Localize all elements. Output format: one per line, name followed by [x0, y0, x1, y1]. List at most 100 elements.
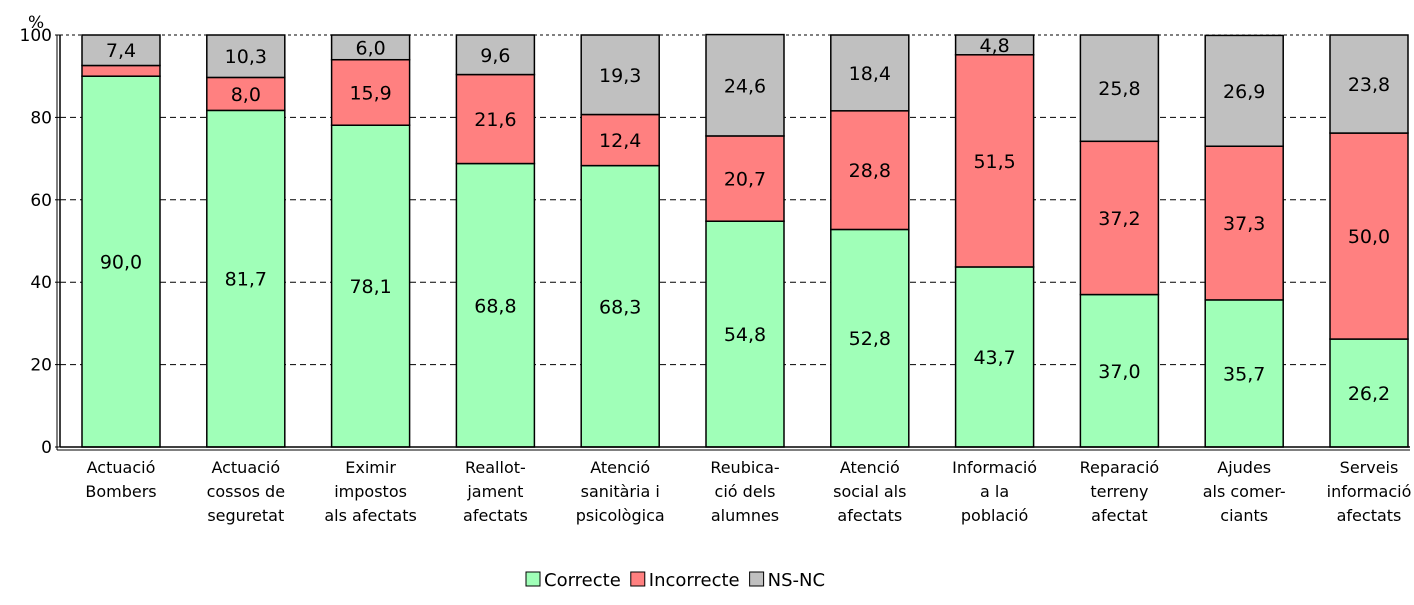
bar-segment-incorrecte [1329, 132, 1409, 340]
x-category-label: informació [1327, 482, 1412, 501]
bar-segment-ns-nc [830, 34, 910, 112]
x-category-label: alumnes [711, 506, 779, 525]
x-category-label: a la [980, 482, 1009, 501]
bar-segment-incorrecte [81, 64, 161, 77]
data-label: 51,5 [973, 151, 1015, 173]
x-category-label: jament [466, 482, 523, 501]
x-category-label: ciants [1220, 506, 1268, 525]
data-label: 50,0 [1348, 226, 1390, 248]
bar-segment-correcte [1204, 299, 1284, 448]
data-label: 35,7 [1223, 363, 1265, 385]
data-label: 21,6 [474, 109, 516, 131]
x-category-label: afectats [1337, 506, 1402, 525]
x-category-label: població [961, 506, 1028, 525]
data-label: 37,0 [1098, 361, 1140, 383]
data-label: 15,9 [349, 82, 391, 104]
data-label: 4,8 [979, 35, 1009, 57]
x-category-label: psicològica [576, 506, 665, 525]
x-category-label: terreny [1090, 482, 1148, 501]
data-label: 23,8 [1348, 74, 1390, 96]
bar-segment-incorrecte [455, 73, 536, 165]
bar-segment-incorrecte [954, 54, 1035, 268]
x-category-label: cossos de [207, 482, 285, 501]
x-category-label: als comer- [1203, 482, 1286, 501]
data-label: 81,7 [225, 269, 267, 291]
x-category-label: Actuació [211, 458, 280, 477]
data-label: 37,2 [1098, 208, 1140, 230]
legend-label: Correcte [544, 570, 621, 591]
bar-segment-ns-nc [1204, 34, 1284, 147]
bar-segment-ns-nc [81, 34, 161, 67]
bar-segment-correcte [330, 124, 411, 448]
bar-segment-correcte [1329, 338, 1409, 448]
x-category-label: Atenció [590, 458, 650, 477]
x-category-label: Eximir [345, 458, 396, 477]
legend-label: Incorrecte [649, 570, 740, 591]
y-tick-label: 100 [20, 26, 52, 46]
data-label: 90,0 [100, 252, 142, 274]
bar-segment-ns-nc [455, 34, 536, 76]
y-tick-label: 60 [30, 191, 52, 211]
bar-segment-incorrecte [1079, 140, 1160, 296]
x-category-label: sanitària i [581, 482, 660, 501]
bar-segment-ns-nc [1329, 34, 1409, 134]
y-tick-label: 40 [30, 273, 52, 293]
bar-segment-ns-nc [1079, 34, 1160, 143]
legend-swatch-ns-nc [749, 571, 765, 587]
x-category-label: Informació [952, 458, 1037, 477]
x-category-label: impostos [334, 482, 407, 501]
bar-segment-correcte [455, 162, 536, 448]
bar-segment-incorrecte [206, 76, 286, 112]
data-label: 54,8 [724, 324, 766, 346]
x-category-label: Actuació [87, 458, 156, 477]
bar-segment-incorrecte [580, 113, 660, 167]
data-label: 9,6 [480, 45, 510, 67]
x-category-label: afectats [837, 506, 902, 525]
data-label: 37,3 [1223, 213, 1265, 235]
data-label: 18,4 [849, 63, 891, 85]
data-label: 26,2 [1348, 383, 1390, 405]
bar-segment-ns-nc [206, 34, 286, 79]
x-category-label: Ajudes [1217, 458, 1271, 477]
legend: Correcte Incorrecte NS-NC [525, 570, 825, 591]
data-label: 25,8 [1098, 78, 1140, 100]
x-axis-categories: Actuació Bombers Actuació cossos de segureta… [85, 458, 1411, 525]
data-label: 19,3 [599, 65, 641, 87]
legend-label: NS-NC [768, 570, 825, 591]
x-category-label: seguretat [207, 506, 284, 525]
data-label: 10,3 [225, 46, 267, 68]
bar-segment-correcte [954, 266, 1035, 448]
bar-segment-correcte [206, 109, 286, 448]
data-label: 20,7 [724, 169, 766, 191]
x-category-label: Atenció [840, 458, 900, 477]
bar-segment-correcte [580, 164, 660, 448]
x-category-label: Bombers [85, 482, 156, 501]
x-category-label: afectat [1091, 506, 1147, 525]
data-label: 7,4 [106, 40, 136, 62]
data-label: 52,8 [849, 328, 891, 350]
data-label: 78,1 [349, 276, 391, 298]
data-label: 26,9 [1223, 81, 1265, 103]
y-tick-label: 80 [30, 108, 52, 128]
data-label: 12,4 [599, 130, 641, 152]
y-axis-unit-label: % [28, 13, 44, 33]
x-category-label: Reubica- [710, 458, 779, 477]
bars [81, 33, 1409, 448]
x-category-label: Reparació [1080, 458, 1160, 477]
bar-segment-correcte [81, 75, 161, 448]
bar-segment-ns-nc [330, 34, 411, 61]
data-label: 28,8 [849, 160, 891, 182]
data-label: 68,8 [474, 295, 516, 317]
x-category-label: als afectats [324, 506, 416, 525]
x-category-label: social als [833, 482, 906, 501]
x-category-label: Reallot- [465, 458, 526, 477]
bar-segment-incorrecte [830, 110, 910, 231]
data-label: 43,7 [973, 347, 1015, 369]
data-labels: 90,0 7,4 81,7 8,0 10,3 78,1 15,9 6,0 68,8 21,6 9,6… [100, 35, 1390, 405]
legend-swatch-correcte [525, 571, 541, 587]
bar-segment-ns-nc [705, 33, 785, 137]
bar-segment-incorrecte [1204, 145, 1284, 301]
bar-segment-incorrecte [705, 135, 785, 222]
x-category-label: afectats [463, 506, 528, 525]
